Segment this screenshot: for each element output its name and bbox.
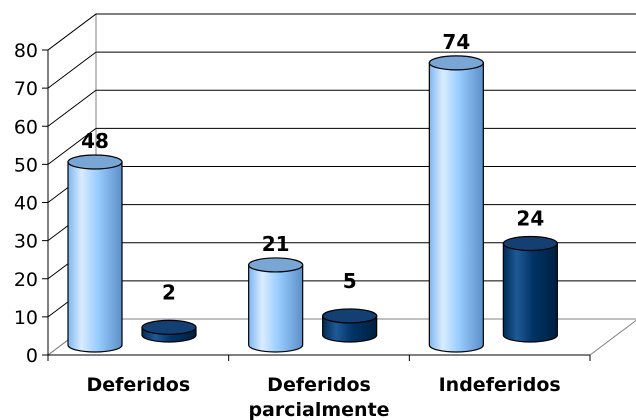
gridline — [47, 51, 636, 89]
bar-top — [322, 308, 378, 324]
bars — [67, 55, 558, 353]
data-label: 21 — [262, 232, 290, 256]
bar-2-3 — [502, 235, 558, 343]
bar-top — [248, 257, 304, 273]
y-tick-label: 10 — [14, 307, 38, 329]
data-label: 48 — [81, 129, 109, 153]
y-tick-label: 70 — [14, 78, 38, 100]
gridline — [47, 127, 636, 165]
bar-body — [428, 62, 484, 353]
bar-top — [502, 235, 558, 252]
y-tick-label: 20 — [14, 269, 38, 291]
y-tick-label: 60 — [14, 116, 38, 138]
data-labels: 48 2 21 5 74 24 — [81, 30, 544, 305]
y-tick-label: 30 — [14, 231, 38, 253]
bar-2-1 — [141, 319, 197, 343]
x-tick-label: parcialmente — [248, 399, 389, 420]
bar-top — [141, 319, 197, 335]
data-label: 74 — [442, 30, 470, 54]
x-tick-label: Deferidos — [267, 374, 371, 396]
gridline — [47, 166, 636, 203]
bar-1-3 — [428, 55, 484, 353]
x-tick-label: Indeferidos — [439, 374, 561, 396]
gridline — [47, 204, 636, 242]
gridline — [47, 89, 636, 127]
bar-body — [67, 161, 123, 353]
bar-body — [248, 264, 304, 353]
x-axis: Deferidos Deferidos parcialmente Indeferido… — [47, 354, 591, 420]
y-tick-label: 50 — [14, 154, 38, 176]
y-tick-label: 0 — [26, 345, 38, 367]
bar-top — [67, 154, 123, 170]
data-label: 2 — [162, 280, 176, 304]
bar-2-2 — [322, 308, 378, 343]
bar-top — [428, 55, 484, 71]
bar-1-1 — [67, 154, 123, 353]
x-tick-label: Deferidos — [87, 374, 191, 396]
y-axis: 0 10 20 30 40 50 60 70 80 — [14, 40, 49, 367]
y-tick-label: 40 — [14, 193, 38, 215]
y-tick-label: 80 — [14, 40, 38, 62]
bar-body — [502, 242, 558, 343]
bar-1-2 — [248, 257, 304, 353]
data-label: 24 — [516, 207, 544, 231]
gridline — [47, 13, 636, 51]
data-label: 5 — [343, 269, 357, 293]
